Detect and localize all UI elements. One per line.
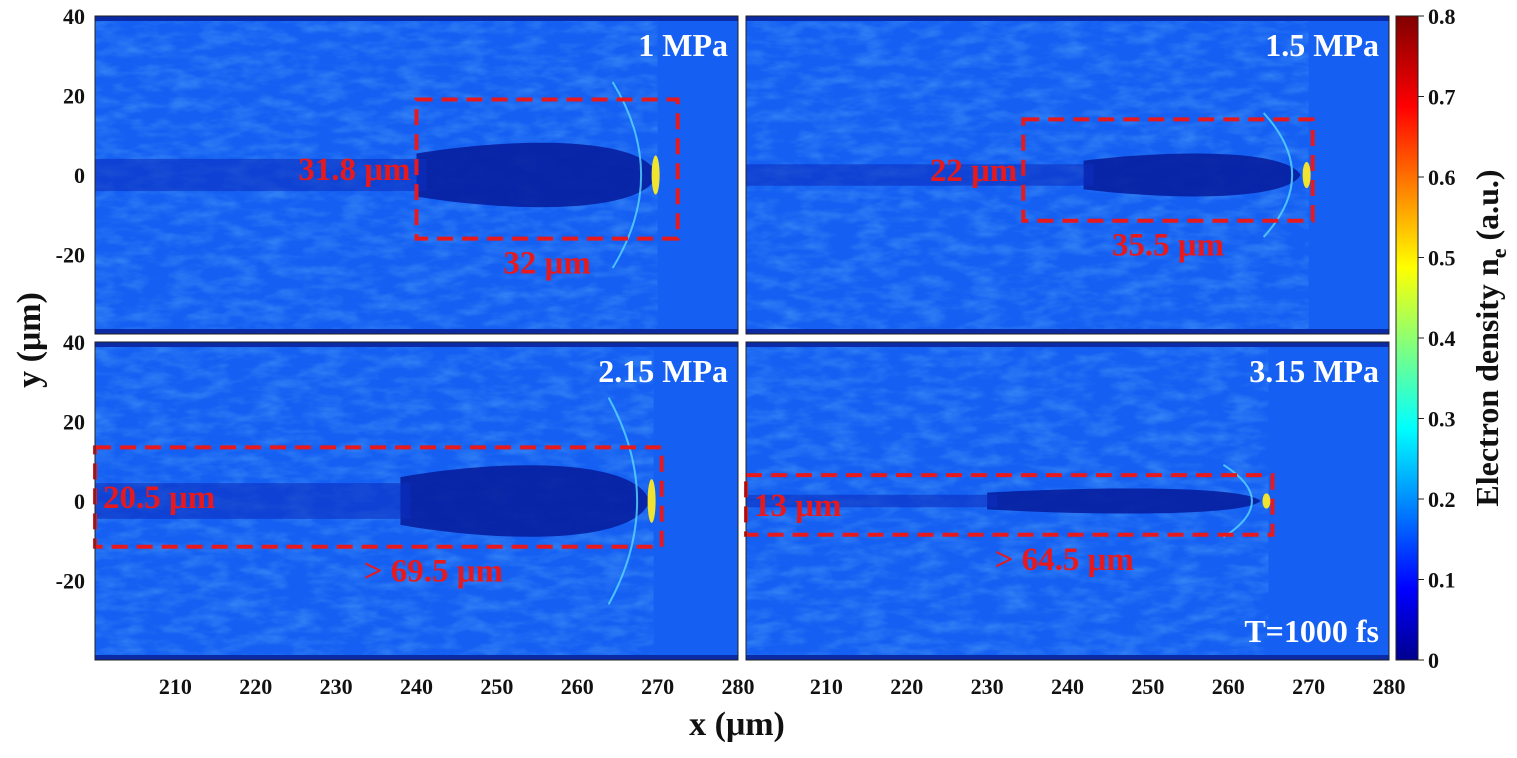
colorbar: 0 0.1 0.2 0.3 0.4 0.5 0.6 0.7 0.8 Electron densi… (1395, 4, 1511, 673)
panel-edge-bottom (95, 655, 738, 660)
density-peak (1262, 493, 1271, 509)
x-tick-label: 240 (1051, 674, 1084, 699)
panels-group: 31.8 μm 32 μm 1 MPa 22 μm 35.5 μm 1.5 MPa 20.5… (93, 15, 1390, 661)
panel-4: 13 μm > 64.5 μm 3.15 MPa T=1000 fs (744, 341, 1390, 661)
colorbar-gradient (1395, 15, 1419, 661)
x-tick-label: 270 (1292, 674, 1325, 699)
panel-edge-top (746, 342, 1389, 347)
colorbar-tick-label: 0.2 (1428, 487, 1456, 512)
colorbar-tick-label: 0.7 (1428, 85, 1456, 110)
y-tick-label: -20 (56, 243, 85, 268)
annotation-box (414, 97, 680, 241)
x-tick-label: 230 (320, 674, 353, 699)
width-label: 13 μm (754, 488, 841, 524)
y-tick-label: 0 (74, 163, 85, 188)
length-label: > 64.5 μm (995, 542, 1134, 578)
shock-front (611, 81, 642, 269)
panel-title: 1 MPa (638, 27, 728, 63)
annotation-box (744, 473, 1275, 537)
x-tick-label: 280 (722, 674, 755, 699)
x-tick-label: 220 (239, 674, 272, 699)
colorbar-label: Electron density ne (a.u.) (1469, 169, 1511, 506)
width-label: 20.5 μm (103, 480, 215, 516)
panel-frame (745, 15, 1390, 335)
plasma-channel (746, 164, 1094, 186)
panel-1: 31.8 μm 32 μm 1 MPa (94, 15, 739, 335)
panel-frame (94, 15, 739, 335)
colorbar-ticks: 0 0.1 0.2 0.3 0.4 0.5 0.6 0.7 0.8 (1418, 4, 1456, 673)
x-tick-label: 260 (1212, 674, 1245, 699)
colorbar-label-unit: (a.u.) (1469, 169, 1505, 248)
x-tick-label: 250 (1131, 674, 1164, 699)
colorbar-tick-label: 0.1 (1428, 568, 1456, 593)
panel-edge-bottom (746, 655, 1389, 660)
panel-edge-bottom (746, 329, 1389, 334)
shock-front (1222, 463, 1253, 539)
density-peak (1302, 161, 1311, 189)
colorbar-tick-label: 0.6 (1428, 165, 1456, 190)
panel-frame (94, 341, 739, 661)
length-label: 32 μm (503, 246, 590, 282)
time-label: T=1000 fs (1244, 613, 1379, 649)
x-tick-label: 270 (641, 674, 674, 699)
panel-edge-bottom (95, 329, 738, 334)
panel-frame (745, 341, 1390, 661)
length-label: > 69.5 μm (364, 554, 503, 590)
panel-title: 1.5 MPa (1265, 27, 1379, 63)
panel-title: 3.15 MPa (1249, 353, 1379, 389)
plasma-cavity (1083, 153, 1301, 197)
x-axis-label: x (μm) (689, 706, 785, 743)
panel-2: 22 μm 35.5 μm 1.5 MPa (745, 15, 1390, 335)
colorbar-label-main: Electron density n (1469, 258, 1505, 507)
panel-3: 20.5 μm > 69.5 μm 2.15 MPa (93, 341, 739, 661)
plasma-channel (746, 494, 998, 508)
x-tick-label: 230 (971, 674, 1004, 699)
length-label: 35.5 μm (1112, 228, 1224, 264)
width-label: 22 μm (930, 153, 1017, 189)
colorbar-tick-label: 0 (1428, 648, 1439, 673)
x-tick-label: 250 (480, 674, 513, 699)
density-peak (651, 155, 660, 195)
plasma-channel (95, 158, 427, 192)
shock-front (607, 397, 639, 605)
x-tick-label: 260 (561, 674, 594, 699)
width-label: 31.8 μm (298, 152, 410, 188)
y-tick-label: -20 (56, 569, 85, 594)
plasma-cavity (987, 488, 1261, 514)
panel-edge-top (95, 342, 738, 347)
x-tick-label: 280 (1373, 674, 1406, 699)
x-tick-label: 220 (890, 674, 923, 699)
x-tick-label: 210 (810, 674, 843, 699)
panel-edge-top (95, 16, 738, 21)
y-tick-label: 20 (63, 410, 85, 435)
colorbar-tick-label: 0.4 (1428, 326, 1456, 351)
annotation-box (1021, 117, 1315, 223)
x-tick-label: 240 (400, 674, 433, 699)
axes-group: 40 20 0 -20 40 20 0 -20 210 220 230 240 250 260 270 280… (56, 4, 1406, 699)
density-peak (647, 479, 656, 523)
y-tick-label: 0 (74, 489, 85, 514)
x-tick-label: 210 (159, 674, 192, 699)
plasma-cavity (416, 142, 658, 208)
colorbar-tick-label: 0.3 (1428, 407, 1456, 432)
y-tick-label: 40 (63, 4, 85, 29)
panel-title: 2.15 MPa (598, 353, 728, 389)
colorbar-tick-label: 0.5 (1428, 246, 1456, 271)
plasma-cavity (400, 465, 650, 537)
plasma-channel (95, 483, 411, 519)
y-tick-label: 20 (63, 84, 85, 109)
colorbar-tick-label: 0.8 (1428, 4, 1456, 29)
y-tick-label: 40 (63, 330, 85, 355)
colorbar-label-subscript: e (1486, 248, 1511, 258)
panel-edge-top (746, 16, 1389, 21)
y-axis-label: y (μm) (11, 292, 48, 388)
